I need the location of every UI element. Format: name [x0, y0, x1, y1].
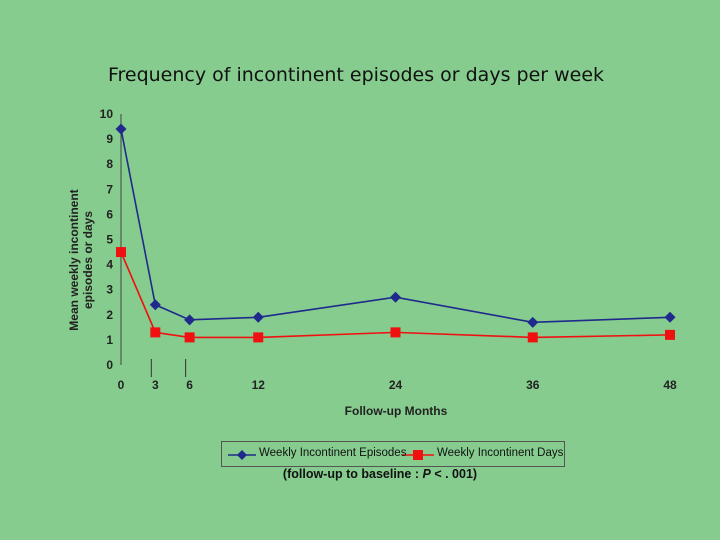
legend-swatches — [228, 450, 434, 460]
y-tick-label: 9 — [106, 132, 113, 146]
legend-label-episodes: Weekly Incontinent Episodes — [259, 447, 407, 459]
y-tick-label: 5 — [106, 233, 113, 247]
x-tick-label: 12 — [252, 378, 266, 392]
x-axis: 0 3 6 12 24 36 48 — [118, 359, 677, 392]
data-point-days — [665, 329, 675, 340]
y-tick-label: 7 — [106, 182, 113, 196]
y-tick-label: 3 — [106, 283, 113, 297]
x-tick-label: 24 — [389, 378, 403, 392]
legend-diamond-icon — [237, 450, 247, 460]
data-point-days — [253, 332, 264, 343]
legend-label-days: Weekly Incontinent Days — [437, 447, 564, 459]
data-point-days — [527, 332, 538, 343]
y-tick-label: 10 — [100, 107, 114, 121]
y-tick-label: 0 — [106, 358, 113, 372]
x-tick-label: 36 — [526, 378, 540, 392]
data-point-episodes — [390, 291, 401, 303]
x-tick-label: 48 — [663, 378, 677, 392]
y-tick-label: 1 — [106, 333, 113, 347]
series-layer — [115, 123, 676, 343]
significance-note: (follow-up to baseline : P < . 001) — [0, 467, 720, 481]
slide-title: Frequency of incontinent episodes or day… — [107, 64, 605, 86]
data-point-episodes — [527, 316, 539, 328]
data-point-days — [116, 247, 126, 258]
data-point-days — [150, 327, 161, 338]
data-point-episodes — [115, 123, 127, 135]
data-point-episodes — [184, 314, 196, 326]
y-tick-label: 8 — [106, 157, 113, 171]
y-tick-label: 4 — [106, 258, 113, 272]
data-point-episodes — [149, 299, 161, 311]
y-tick-label: 2 — [106, 308, 113, 322]
y-axis-label-line: Mean weekly incontinent — [67, 189, 81, 330]
legend-square-icon — [413, 450, 423, 460]
data-point-days — [184, 332, 195, 343]
y-axis: 0 1 2 3 4 5 6 7 8 9 10 — [100, 107, 122, 372]
data-point-days — [390, 327, 401, 338]
chart-legend: Weekly Incontinent Episodes Weekly Incon… — [221, 441, 565, 467]
data-point-episodes — [664, 311, 676, 323]
y-axis-label: Mean weekly incontinentepisodes or days — [67, 189, 95, 330]
y-tick-label: 6 — [106, 207, 113, 221]
x-tick-label: 0 — [118, 378, 125, 392]
x-tick-label: 6 — [186, 378, 193, 392]
note-prefix: (follow-up to baseline : — [282, 467, 423, 481]
x-tick-label: 3 — [152, 378, 159, 392]
note-p-italic: P — [422, 467, 431, 481]
y-axis-label-line: episodes or days — [81, 211, 95, 309]
data-point-episodes — [252, 311, 264, 323]
note-suffix: < . 001) — [430, 467, 478, 481]
x-axis-label: Follow-up Months — [345, 404, 448, 418]
